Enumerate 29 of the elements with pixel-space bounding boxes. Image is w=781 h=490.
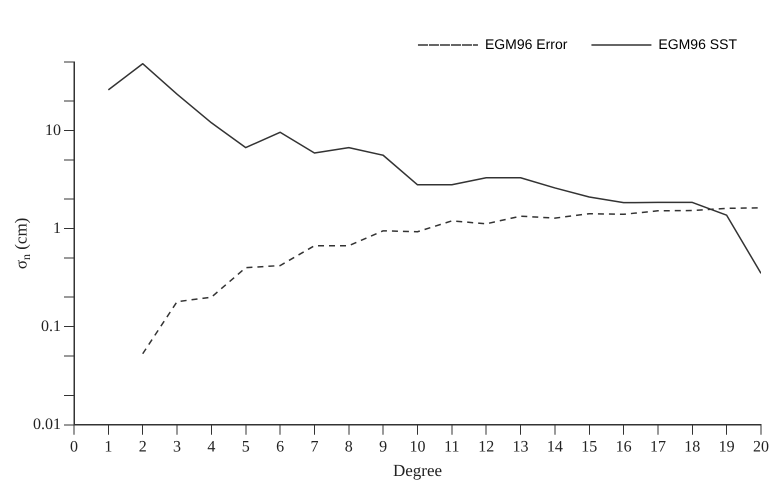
x-tick-label: 1 — [104, 438, 112, 456]
x-tick-label: 3 — [173, 438, 182, 456]
x-tick-label: 15 — [581, 438, 598, 456]
x-axis-title: Degree — [392, 460, 442, 480]
legend-label: EGM96 Error — [484, 36, 568, 52]
x-tick-label: 5 — [242, 438, 250, 456]
x-tick-label: 16 — [616, 438, 632, 456]
x-tick-label: 11 — [444, 438, 460, 456]
x-tick-label: 2 — [138, 438, 147, 456]
x-tick-label: 6 — [276, 438, 284, 456]
x-tick-label: 0 — [70, 438, 78, 456]
x-tick-label: 12 — [478, 438, 494, 456]
y-tick-label: 0.1 — [41, 318, 61, 335]
x-tick-label: 17 — [650, 438, 666, 456]
x-tick-label: 20 — [753, 438, 769, 456]
y-tick-label: 10 — [45, 122, 61, 139]
x-tick-label: 10 — [410, 438, 426, 456]
x-tick-label: 13 — [512, 438, 529, 456]
y-axis-title: σn (cm) — [11, 218, 34, 270]
x-tick-label: 14 — [546, 438, 563, 456]
x-tick-label: 9 — [379, 438, 388, 456]
legend-label: EGM96 SST — [658, 36, 738, 52]
x-tick-label: 19 — [718, 438, 735, 456]
x-tick-label: 8 — [344, 438, 353, 456]
y-tick-label: 0.01 — [33, 416, 61, 434]
x-tick-label: 18 — [684, 438, 700, 456]
y-tick-label: 1 — [53, 220, 61, 237]
x-tick-label: 7 — [310, 438, 318, 456]
x-tick-label: 4 — [207, 438, 216, 456]
